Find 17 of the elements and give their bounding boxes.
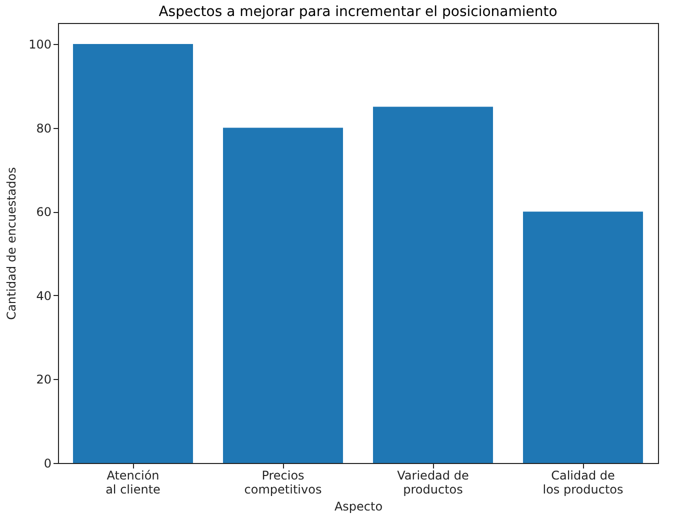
y-tick-label: 40 xyxy=(36,288,52,303)
y-tick-label: 80 xyxy=(36,121,52,136)
chart-title: Aspectos a mejorar para incrementar el posicionamiento xyxy=(158,4,558,20)
x-tick-label: Variedad de productos xyxy=(397,468,469,496)
bar xyxy=(523,212,643,463)
x-tick-label: Atención al cliente xyxy=(106,468,160,496)
y-axis-title: Cantidad de encuestados xyxy=(4,167,19,320)
y-tick-label: 100 xyxy=(28,37,52,52)
bar xyxy=(73,44,193,463)
y-tick-label: 0 xyxy=(44,456,52,470)
x-tick-label: Precios competitivos xyxy=(244,468,322,496)
bar xyxy=(223,128,343,463)
y-tick-label: 60 xyxy=(36,205,52,220)
bar xyxy=(373,106,493,463)
x-tick-label: Calidad de los productos xyxy=(542,468,624,496)
x-axis-title: Aspecto xyxy=(334,500,383,514)
y-tick-label: 20 xyxy=(36,372,52,387)
